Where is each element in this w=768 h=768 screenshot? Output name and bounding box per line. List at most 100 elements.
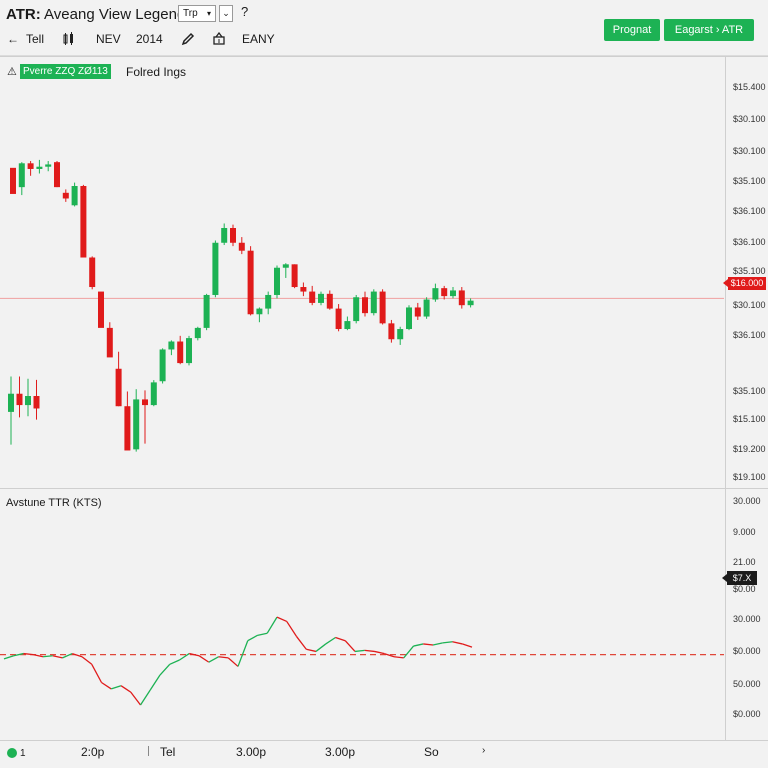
indicator-title: Avstune TTR (KTS) <box>6 497 102 509</box>
price-axis-label: $19.100 <box>733 472 766 482</box>
candle-body <box>282 264 289 268</box>
price-axis-border <box>725 56 726 740</box>
price-axis-label: $35.100 <box>733 266 766 276</box>
time-label-3: Tel <box>160 745 176 759</box>
time-label-6: So <box>424 745 439 759</box>
indicator-segment <box>81 656 93 665</box>
indicator-segment <box>413 643 424 647</box>
indicator-segment <box>42 655 53 658</box>
indicator-segment <box>91 663 103 683</box>
time-label-5: 3.00p <box>325 745 356 759</box>
indicator-segment <box>286 621 298 637</box>
indicator-axis-label: $0.00 <box>733 584 756 594</box>
candle-body <box>370 291 377 314</box>
indicator-segment <box>169 659 180 665</box>
time-axis-border <box>0 740 768 741</box>
price-axis-label: $35.100 <box>733 386 766 396</box>
pane-divider[interactable] <box>0 488 768 489</box>
candle-body <box>159 349 166 382</box>
indicator-segment <box>335 636 346 642</box>
indicator-segment <box>33 654 44 658</box>
candle-body <box>33 396 40 409</box>
help-icon[interactable]: ? <box>241 4 249 19</box>
candle-body <box>18 163 25 188</box>
candle-body <box>441 288 448 297</box>
indicator-segment <box>62 652 73 659</box>
indicator-segment <box>208 656 219 663</box>
toolbar-item-year[interactable]: 2014 <box>136 32 163 46</box>
back-arrow-icon[interactable]: ← <box>7 32 19 46</box>
indicator-segment <box>257 632 268 636</box>
candle-body <box>124 406 131 451</box>
toolbar-item-eany[interactable]: EANY <box>242 32 275 46</box>
indicator-segment <box>218 656 229 659</box>
indicator-axis-label: $0.000 <box>733 709 761 719</box>
indicator-axis-label: 21.00 <box>733 557 756 567</box>
candle-body <box>423 299 430 317</box>
legend-label: Folred Ings <box>126 65 187 79</box>
indicator-segment <box>247 634 258 642</box>
candle-body <box>344 321 351 330</box>
candle-body <box>353 297 360 322</box>
candle-body <box>309 291 316 303</box>
candle-body <box>80 186 87 258</box>
candle-body <box>133 399 140 450</box>
candle-body <box>194 327 201 339</box>
indicator-axis-label: 30.000 <box>733 496 761 506</box>
interval-select[interactable]: Trp ▾ <box>178 5 216 22</box>
indicator-segment <box>403 645 415 659</box>
scroll-right-icon[interactable]: › <box>482 745 486 756</box>
indicator-segment <box>384 652 395 658</box>
candle-body <box>379 291 386 324</box>
indicator-segment <box>423 643 434 646</box>
candle-body <box>335 308 342 330</box>
toolbar-item-tell[interactable]: Tell <box>26 32 45 46</box>
candle-body <box>25 396 31 406</box>
ticker-symbol: ATR: <box>6 6 41 23</box>
indicator-segment <box>315 643 327 652</box>
indicator-segment <box>276 616 288 623</box>
candle-body <box>432 288 439 300</box>
candle-body <box>98 291 104 328</box>
indicator-segment <box>325 636 336 645</box>
candle-body <box>388 323 395 340</box>
candle-body <box>106 327 113 358</box>
candle-body <box>27 163 34 169</box>
indicator-segment <box>306 648 317 653</box>
candles-icon[interactable] <box>62 32 76 46</box>
candle-body <box>256 308 263 315</box>
pencil-icon[interactable] <box>181 32 195 46</box>
candle-body <box>62 192 69 199</box>
status-dot-icon <box>7 748 17 758</box>
indicator-segment <box>111 685 122 690</box>
indicator-segment <box>159 663 171 676</box>
indicator-segment <box>295 636 307 650</box>
price-axis-label: $15.100 <box>733 414 766 424</box>
toolbar-item-nev[interactable]: NEV <box>96 32 121 46</box>
candle-body <box>142 399 148 406</box>
indicator-segment <box>149 674 161 691</box>
candle-body <box>397 329 404 340</box>
price-axis-label: $36.100 <box>733 206 766 216</box>
indicator-axis-label: 30.000 <box>733 614 761 624</box>
candle-body <box>36 166 43 169</box>
indicator-segment <box>374 650 385 655</box>
candle-body <box>274 267 280 295</box>
indicator-segment <box>227 657 239 667</box>
candle-body <box>212 242 219 295</box>
price-axis-label: $35.100 <box>733 176 766 186</box>
candle-body <box>71 186 78 206</box>
predict-button[interactable]: Prognat <box>604 19 660 41</box>
current-price-tag: $16.000 <box>723 277 766 290</box>
export-button[interactable]: Eagarst › ATR <box>664 19 754 41</box>
candle-body <box>10 167 16 194</box>
layers-icon[interactable] <box>212 31 226 46</box>
symbol-badge[interactable]: Pverre ZZQ ZØ113 <box>20 64 111 79</box>
indicator-value-tag: $7.X <box>722 571 757 585</box>
indicator-segment <box>452 641 463 645</box>
chevron-down-icon[interactable]: ⌄ <box>219 5 233 22</box>
price-axis-label: $36.100 <box>733 237 766 247</box>
indicator-segment <box>266 616 278 634</box>
price-axis-label: $15.400 <box>733 82 766 92</box>
